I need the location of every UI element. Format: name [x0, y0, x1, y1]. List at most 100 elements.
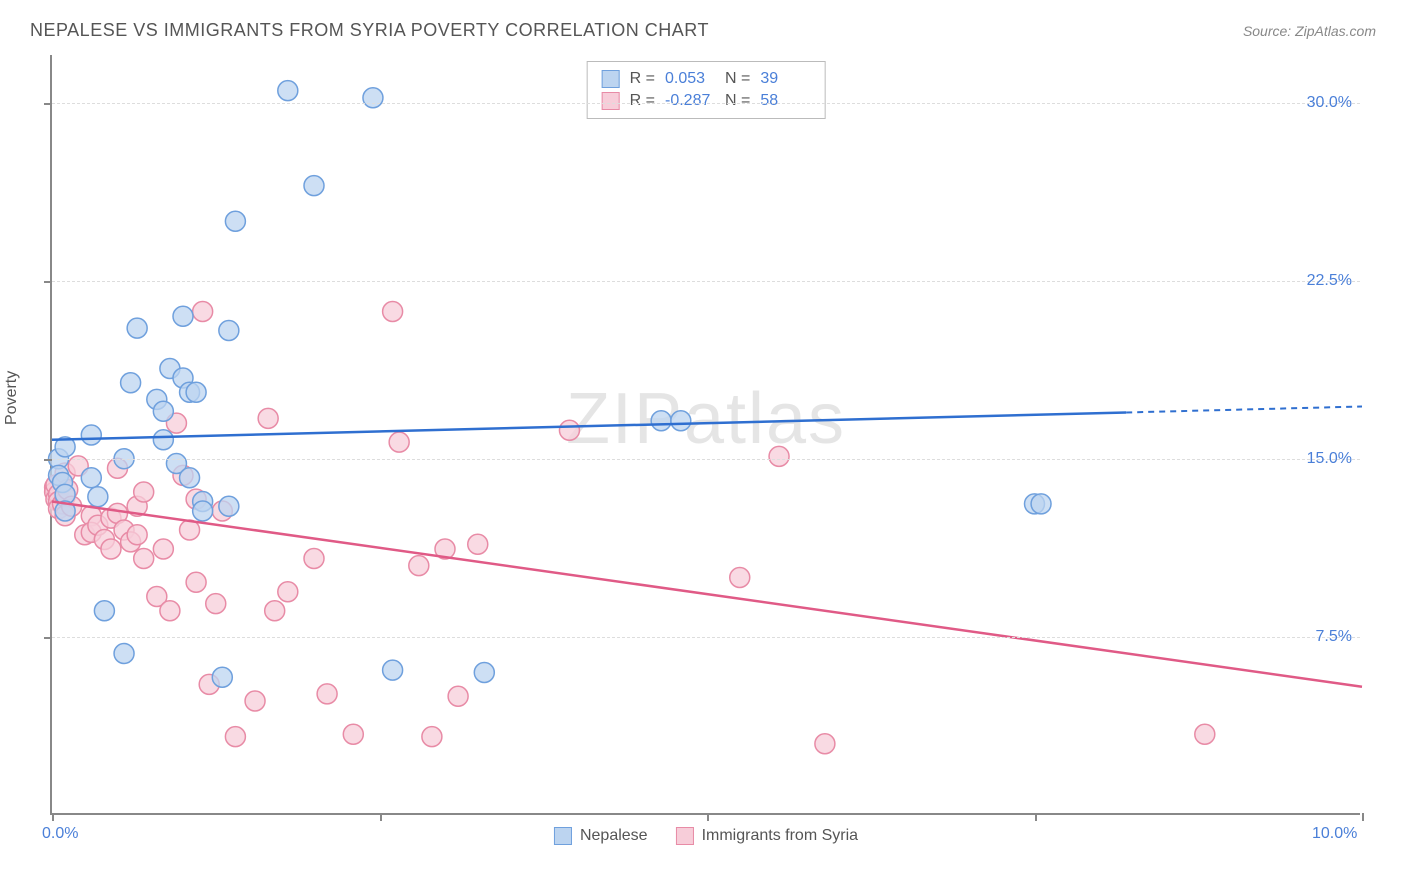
gridline-h [52, 281, 1360, 282]
swatch-series-a-bottom [554, 827, 572, 845]
scatter-point [363, 88, 383, 108]
scatter-point [343, 724, 363, 744]
scatter-point [134, 482, 154, 502]
n-label: N = [725, 70, 750, 88]
scatter-point [225, 727, 245, 747]
scatter-point [81, 425, 101, 445]
legend-label-a: Nepalese [580, 827, 648, 845]
scatter-point [815, 734, 835, 754]
scatter-point [153, 401, 173, 421]
x-tick-label: 0.0% [42, 825, 78, 843]
x-tick-mark [1362, 813, 1364, 821]
scatter-point [173, 306, 193, 326]
trend-line-solid [52, 412, 1126, 439]
scatter-point [186, 572, 206, 592]
scatter-point [180, 468, 200, 488]
scatter-point [114, 644, 134, 664]
chart-title: NEPALESE VS IMMIGRANTS FROM SYRIA POVERT… [30, 20, 709, 41]
scatter-point [134, 549, 154, 569]
scatter-point [88, 487, 108, 507]
x-tick-mark [707, 813, 709, 821]
scatter-point [278, 81, 298, 101]
r-label: R = [630, 92, 655, 110]
correlation-legend-box: R = 0.053 N = 39 R = -0.287 N = 58 [587, 61, 826, 119]
scatter-point [409, 556, 429, 576]
scatter-point [186, 382, 206, 402]
y-tick-mark [44, 103, 52, 105]
n-value-a: 39 [760, 70, 810, 88]
r-label: R = [630, 70, 655, 88]
scatter-point [730, 568, 750, 588]
y-axis-label: Poverty [3, 371, 21, 425]
scatter-point [127, 525, 147, 545]
scatter-point [389, 432, 409, 452]
x-minor-tick [1035, 813, 1037, 821]
scatter-point [219, 496, 239, 516]
legend-item-a: Nepalese [554, 827, 648, 845]
scatter-point [212, 667, 232, 687]
chart-plot-area: ZIPatlas R = 0.053 N = 39 R = -0.287 N =… [50, 55, 1360, 815]
scatter-point [121, 373, 141, 393]
scatter-point [559, 420, 579, 440]
legend-item-b: Immigrants from Syria [676, 827, 858, 845]
y-tick-label: 7.5% [1316, 628, 1352, 646]
scatter-point [383, 660, 403, 680]
y-tick-label: 22.5% [1307, 272, 1352, 290]
series-legend: Nepalese Immigrants from Syria [554, 827, 858, 845]
n-label: N = [725, 92, 750, 110]
scatter-point [153, 430, 173, 450]
scatter-point [1031, 494, 1051, 514]
scatter-point [94, 601, 114, 621]
r-value-b: -0.287 [665, 92, 715, 110]
gridline-h [52, 637, 1360, 638]
scatter-point [769, 446, 789, 466]
r-value-a: 0.053 [665, 70, 715, 88]
scatter-point [651, 411, 671, 431]
source-attribution: Source: ZipAtlas.com [1243, 23, 1376, 39]
x-tick-mark [52, 813, 54, 821]
legend-row-series-b: R = -0.287 N = 58 [602, 90, 811, 112]
legend-row-series-a: R = 0.053 N = 39 [602, 68, 811, 90]
scatter-point [225, 211, 245, 231]
swatch-series-b [602, 92, 620, 110]
swatch-series-b-bottom [676, 827, 694, 845]
scatter-point [101, 539, 121, 559]
scatter-point [160, 601, 180, 621]
scatter-point [81, 468, 101, 488]
swatch-series-a [602, 70, 620, 88]
scatter-point [193, 302, 213, 322]
scatter-point [258, 408, 278, 428]
legend-label-b: Immigrants from Syria [702, 827, 858, 845]
y-tick-label: 30.0% [1307, 94, 1352, 112]
scatter-plot-svg [52, 55, 1360, 813]
scatter-point [219, 321, 239, 341]
x-minor-tick [380, 813, 382, 821]
gridline-h [52, 103, 1360, 104]
scatter-point [304, 176, 324, 196]
scatter-point [1195, 724, 1215, 744]
scatter-point [474, 663, 494, 683]
scatter-point [245, 691, 265, 711]
y-tick-mark [44, 459, 52, 461]
scatter-point [422, 727, 442, 747]
scatter-point [265, 601, 285, 621]
gridline-h [52, 459, 1360, 460]
scatter-point [193, 501, 213, 521]
scatter-point [671, 411, 691, 431]
scatter-point [278, 582, 298, 602]
n-value-b: 58 [760, 92, 810, 110]
scatter-point [383, 302, 403, 322]
y-tick-mark [44, 281, 52, 283]
scatter-point [317, 684, 337, 704]
trend-line-solid [52, 502, 1362, 687]
scatter-point [468, 534, 488, 554]
scatter-point [127, 318, 147, 338]
scatter-point [304, 549, 324, 569]
x-tick-label: 10.0% [1312, 825, 1357, 843]
trend-line-dashed [1126, 407, 1362, 413]
y-tick-label: 15.0% [1307, 450, 1352, 468]
scatter-point [206, 594, 226, 614]
y-tick-mark [44, 637, 52, 639]
scatter-point [153, 539, 173, 559]
scatter-point [448, 686, 468, 706]
